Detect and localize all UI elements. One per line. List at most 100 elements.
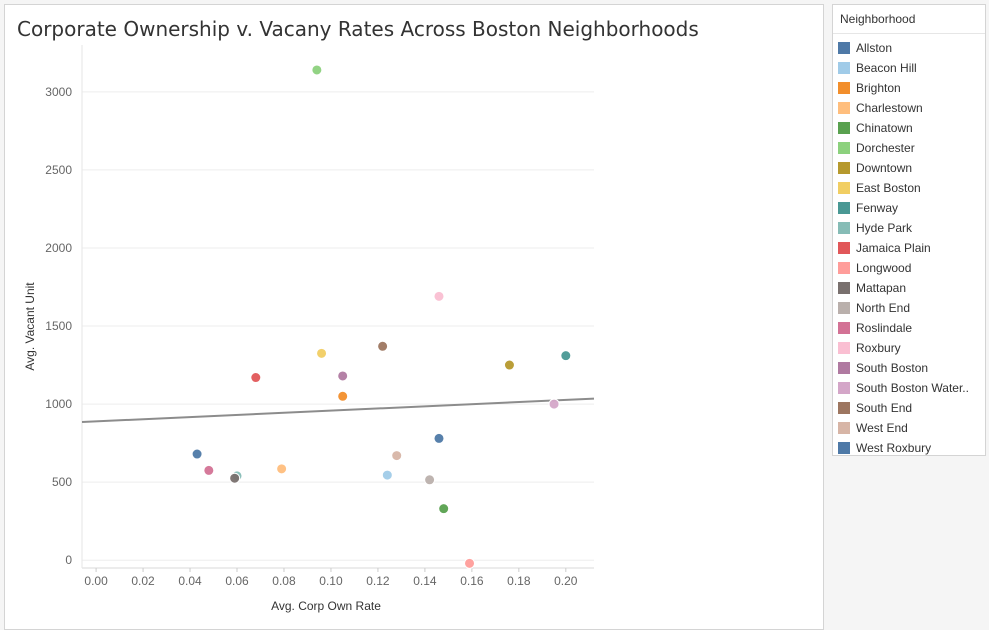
x-tick-label: 0.02	[131, 574, 155, 588]
legend-swatch	[838, 222, 850, 234]
legend-swatch	[838, 142, 850, 154]
legend-label: South Boston Water..	[856, 381, 969, 395]
x-tick-label: 0.12	[366, 574, 390, 588]
legend-item[interactable]: Fenway	[833, 198, 985, 218]
x-tick-label: 0.20	[554, 574, 578, 588]
legend-item[interactable]: South Boston	[833, 358, 985, 378]
legend-swatch	[838, 82, 850, 94]
legend-item[interactable]: Dorchester	[833, 138, 985, 158]
legend-label: South Boston	[856, 361, 929, 375]
legend-swatch	[838, 42, 850, 54]
legend-swatch	[838, 202, 850, 214]
x-tick-label: 0.18	[507, 574, 531, 588]
legend-item[interactable]: Charlestown	[833, 98, 985, 118]
y-tick-label: 2500	[45, 163, 72, 177]
legend-label: Allston	[856, 41, 893, 55]
x-tick-label: 0.04	[178, 574, 202, 588]
legend-label: Brighton	[856, 81, 901, 95]
legend-swatch	[838, 242, 850, 254]
legend-label: Hyde Park	[856, 221, 913, 235]
legend-swatch	[838, 282, 850, 294]
grid-lines	[82, 91, 594, 561]
legend-item[interactable]: Mattapan	[833, 278, 985, 298]
legend-item[interactable]: Longwood	[833, 258, 985, 278]
legend-item[interactable]: Hyde Park	[833, 218, 985, 238]
legend-item[interactable]: Roslindale	[833, 318, 985, 338]
x-axis-title: Avg. Corp Own Rate	[271, 599, 381, 613]
legend-swatch	[838, 362, 850, 374]
legend: Neighborhood Allston Beacon Hill Brighton C…	[832, 4, 986, 456]
data-point	[391, 450, 403, 462]
legend-item[interactable]: West End	[833, 418, 985, 438]
legend-label: South End	[856, 401, 913, 415]
data-point	[438, 503, 450, 515]
y-tick-label: 3000	[45, 85, 72, 99]
legend-item[interactable]: Chinatown	[833, 118, 985, 138]
y-tick-label: 1500	[45, 319, 72, 333]
legend-swatch	[838, 102, 850, 114]
legend-item[interactable]: Allston	[833, 38, 985, 58]
legend-label: West Roxbury	[856, 441, 932, 455]
trend-line	[81, 397, 595, 424]
x-tick-label: 0.10	[319, 574, 343, 588]
legend-swatch	[838, 322, 850, 334]
legend-swatch	[838, 342, 850, 354]
data-point	[433, 290, 445, 302]
legend-item[interactable]: Roxbury	[833, 338, 985, 358]
legend-swatch	[838, 402, 850, 414]
x-tick-label: 0.16	[460, 574, 484, 588]
legend-item[interactable]: South End	[833, 398, 985, 418]
legend-item[interactable]: Downtown	[833, 158, 985, 178]
chart-panel: Corporate Ownership v. Vacany Rates Acro…	[4, 4, 824, 630]
legend-swatch	[838, 262, 850, 274]
data-point	[433, 432, 445, 444]
legend-item[interactable]: West Roxbury	[833, 438, 985, 458]
legend-item[interactable]: Jamaica Plain	[833, 238, 985, 258]
legend-label: Beacon Hill	[856, 61, 917, 75]
data-point	[311, 64, 323, 76]
legend-title: Neighborhood	[833, 5, 985, 34]
legend-label: Downtown	[856, 161, 913, 175]
y-axis-title: Avg. Vacant Unit	[23, 282, 37, 371]
axis-labels: 0 500 1000 1500 2000 2500 3000 0.00 0.02 0.04 0.06…	[23, 85, 578, 613]
legend-swatch	[838, 422, 850, 434]
x-tick-label: 0.06	[225, 574, 249, 588]
y-tick-label: 2000	[45, 241, 72, 255]
data-points	[191, 64, 572, 569]
axes	[81, 45, 594, 572]
data-point	[316, 347, 328, 359]
data-point	[229, 472, 241, 484]
legend-label: Roxbury	[856, 341, 901, 355]
data-point	[337, 370, 349, 382]
trend-line-layer	[81, 397, 595, 424]
legend-label: West End	[856, 421, 908, 435]
legend-swatch	[838, 382, 850, 394]
legend-item[interactable]: East Boston	[833, 178, 985, 198]
legend-list: Allston Beacon Hill Brighton Charlestown Chi…	[833, 34, 985, 458]
data-point	[276, 463, 288, 475]
data-point	[203, 464, 215, 476]
data-point	[191, 448, 203, 460]
x-tick-label: 0.08	[272, 574, 296, 588]
data-point	[424, 474, 436, 486]
x-tick-label: 0.00	[84, 574, 108, 588]
x-tick-label: 0.14	[413, 574, 437, 588]
legend-item[interactable]: South Boston Water..	[833, 378, 985, 398]
data-point	[250, 372, 262, 384]
legend-label: Roslindale	[856, 321, 913, 335]
data-point	[377, 340, 389, 352]
legend-label: Mattapan	[856, 281, 907, 295]
legend-label: Jamaica Plain	[856, 241, 931, 255]
chart-title: Corporate Ownership v. Vacany Rates Acro…	[17, 17, 699, 41]
legend-item[interactable]: Beacon Hill	[833, 58, 985, 78]
legend-label: Longwood	[856, 261, 912, 275]
legend-item[interactable]: Brighton	[833, 78, 985, 98]
legend-item[interactable]: North End	[833, 298, 985, 318]
y-tick-label: 500	[52, 475, 72, 489]
legend-swatch	[838, 442, 850, 454]
legend-swatch	[838, 122, 850, 134]
legend-swatch	[838, 302, 850, 314]
legend-label: East Boston	[856, 181, 921, 195]
legend-label: Charlestown	[856, 101, 923, 115]
legend-swatch	[838, 162, 850, 174]
